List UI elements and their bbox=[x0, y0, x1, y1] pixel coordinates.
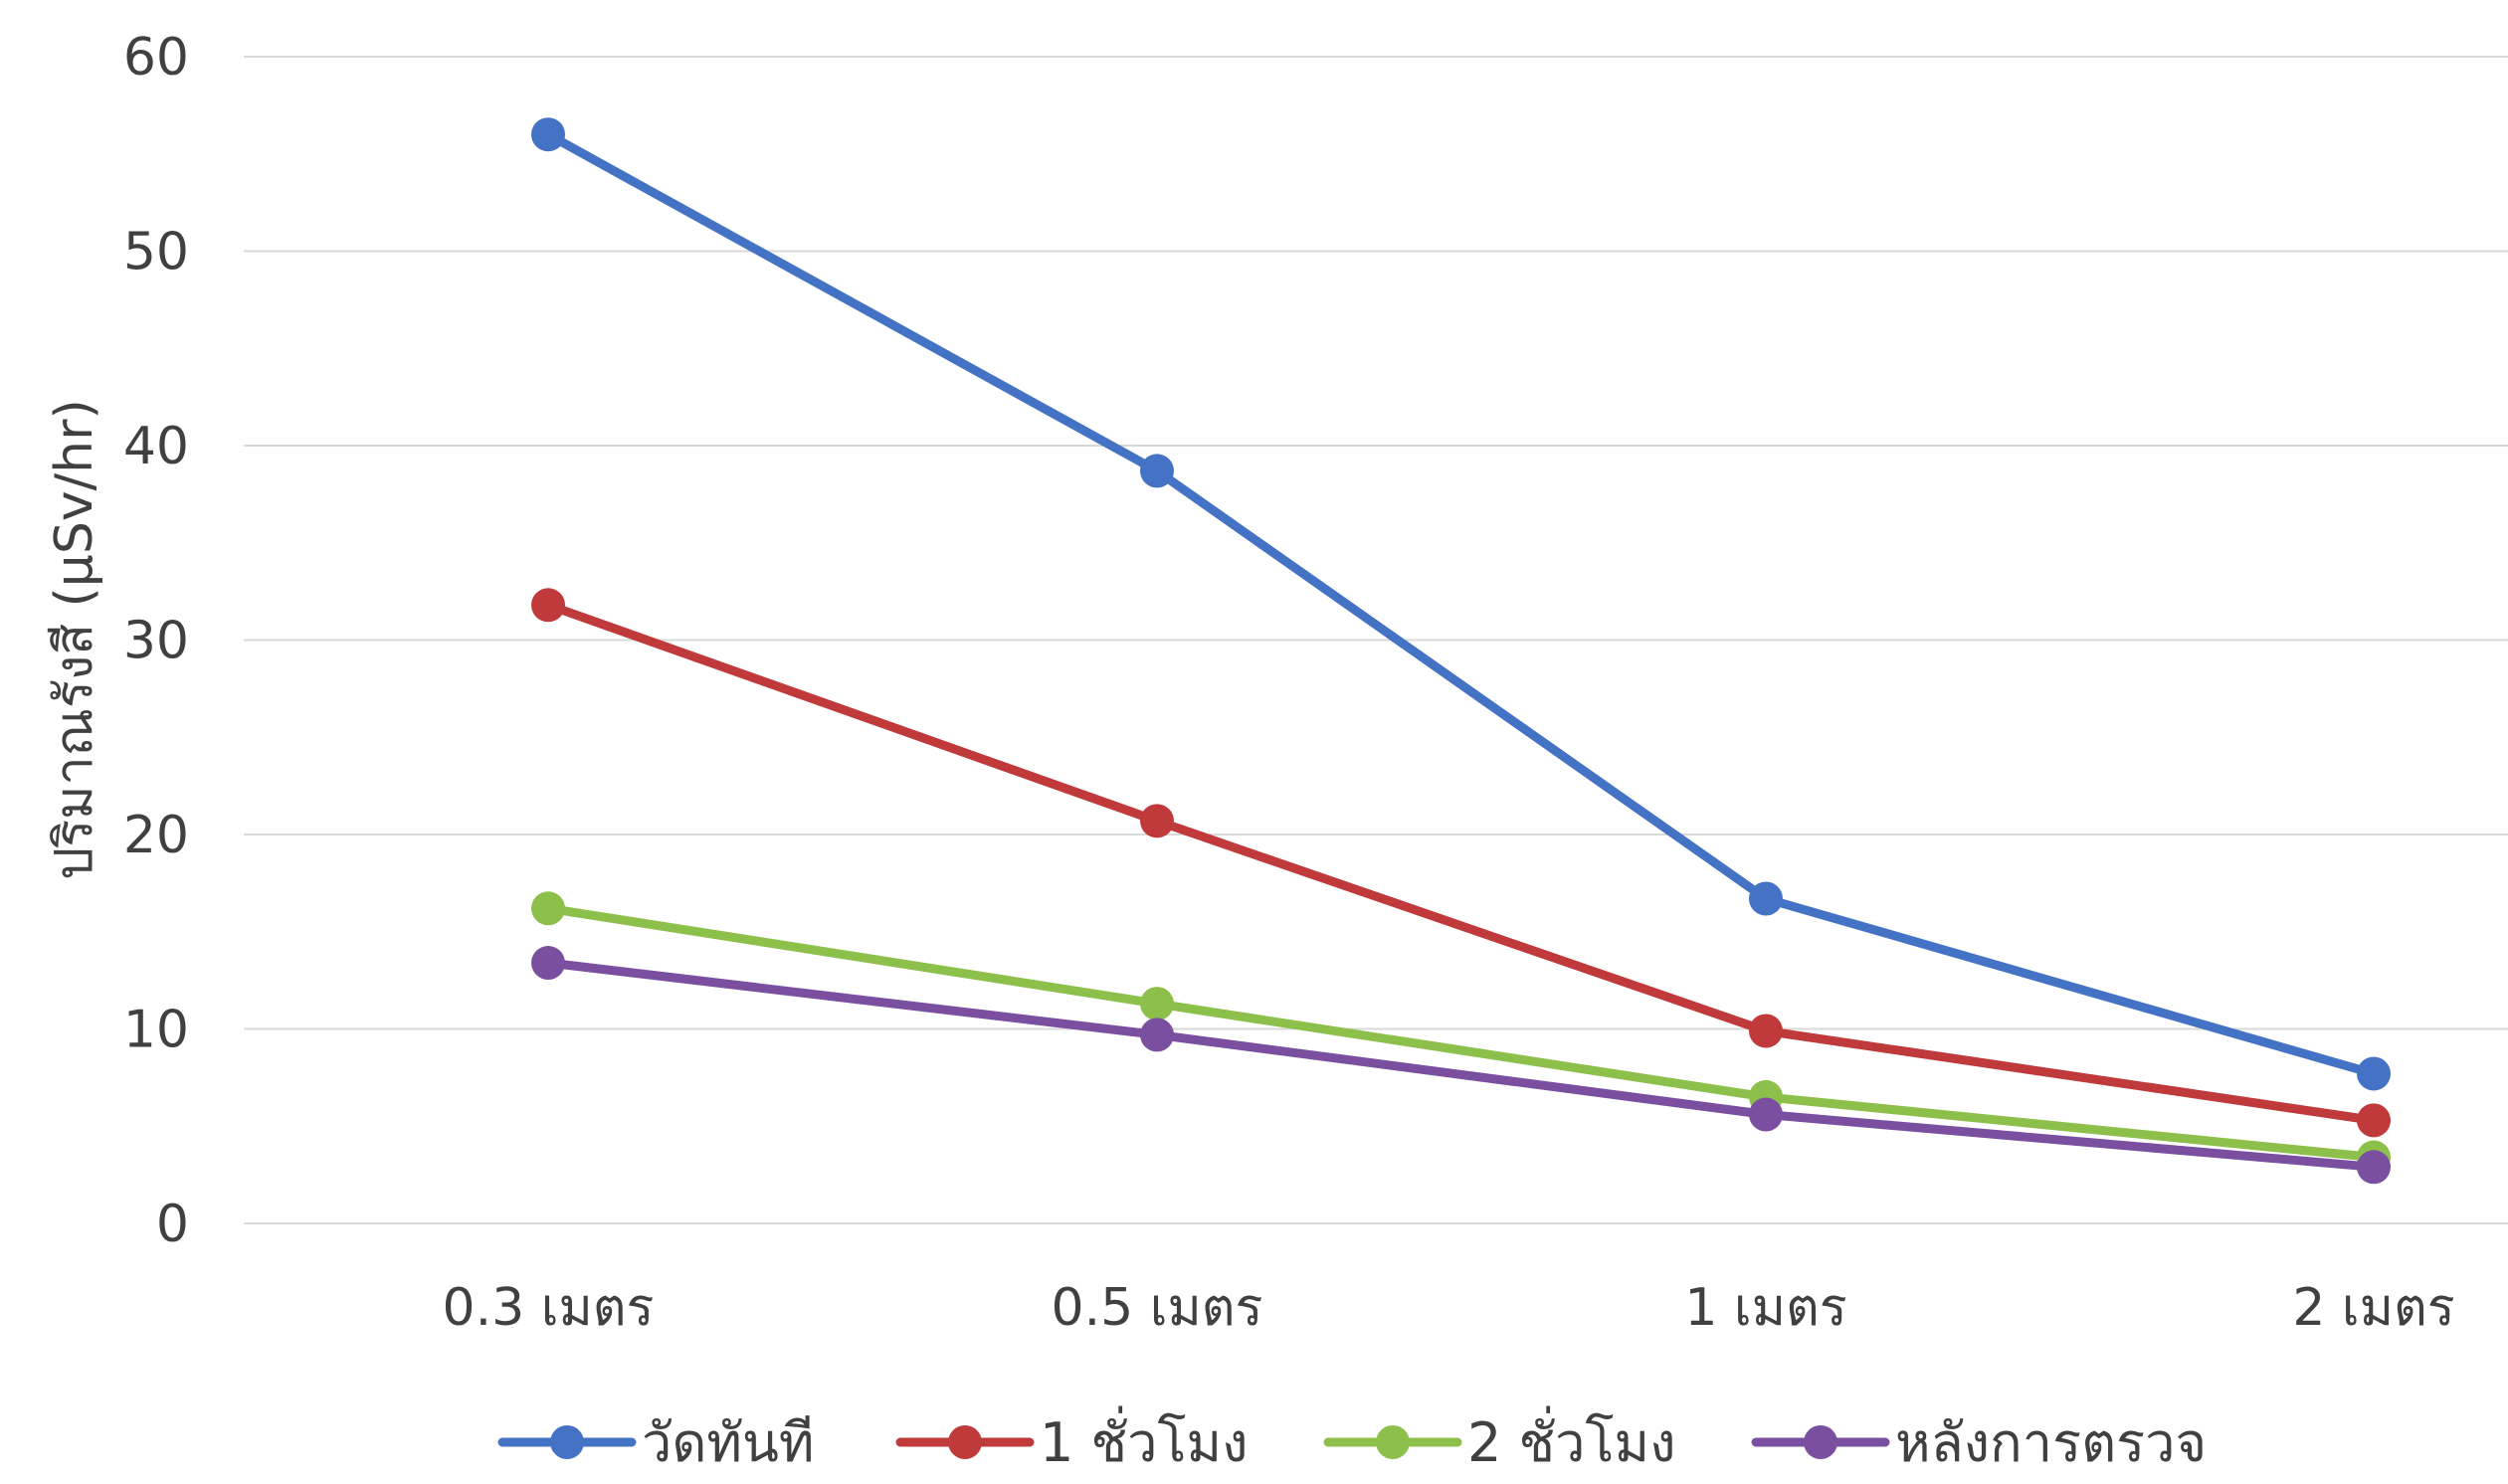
x-axis-ticks: 0.3 เมตร 0.5 เมตร 1 เมตร 2 เมตร bbox=[443, 1278, 2455, 1338]
y-tick-label: 20 bbox=[123, 806, 189, 865]
legend-item: 1 ชั่วโมง bbox=[895, 1405, 1248, 1474]
x-tick-label: 2 เมตร bbox=[2292, 1278, 2454, 1338]
y-axis-ticks: 0 10 20 30 40 50 60 bbox=[123, 28, 189, 1254]
series-line bbox=[543, 129, 2379, 1078]
legend-swatch-marker bbox=[1376, 1425, 1410, 1459]
x-tick-label: 0.5 เมตร bbox=[1052, 1278, 1263, 1338]
legend-label: วัดทันที bbox=[642, 1411, 815, 1474]
data-point bbox=[2357, 1150, 2391, 1185]
series-2 bbox=[531, 588, 2391, 1138]
x-tick-label: 1 เมตร bbox=[1684, 1278, 1846, 1338]
legend-label: 1 ชั่วโมง bbox=[1040, 1405, 1248, 1474]
series-line bbox=[543, 600, 2379, 1125]
series-line bbox=[543, 903, 2379, 1163]
data-point bbox=[1749, 881, 1783, 916]
data-point bbox=[1749, 1097, 1783, 1132]
series-1 bbox=[531, 117, 2391, 1091]
data-point bbox=[1140, 804, 1174, 838]
legend-swatch-marker bbox=[1804, 1425, 1837, 1459]
gridlines bbox=[244, 56, 2508, 1224]
legend-item: วัดทันที bbox=[497, 1411, 815, 1474]
series-3 bbox=[531, 891, 2391, 1175]
legend-label: 2 ชั่วโมง bbox=[1467, 1405, 1675, 1474]
y-tick-label: 0 bbox=[156, 1195, 189, 1254]
y-axis-title: ปริมาณรังสี (µSv/hr) bbox=[45, 399, 104, 880]
legend-swatch-marker bbox=[948, 1425, 982, 1459]
series-lines bbox=[531, 117, 2391, 1185]
data-point bbox=[1140, 987, 1174, 1021]
data-point bbox=[531, 117, 565, 152]
legend-label: หลังการตรวจ bbox=[1895, 1411, 2207, 1474]
y-tick-label: 40 bbox=[123, 417, 189, 476]
data-point bbox=[1749, 1014, 1783, 1048]
legend-swatch-marker bbox=[550, 1425, 584, 1459]
data-point bbox=[531, 891, 565, 926]
x-tick-label: 0.3 เมตร bbox=[443, 1278, 655, 1338]
data-point bbox=[2357, 1056, 2391, 1091]
data-point bbox=[2357, 1103, 2391, 1138]
y-tick-label: 10 bbox=[123, 1001, 189, 1060]
legend-item: 2 ชั่วโมง bbox=[1323, 1405, 1675, 1474]
y-tick-label: 50 bbox=[123, 223, 189, 282]
y-tick-label: 30 bbox=[123, 612, 189, 671]
y-tick-label: 60 bbox=[123, 28, 189, 88]
series-line bbox=[543, 958, 2379, 1172]
legend: วัดทันที 1 ชั่วโมง 2 ชั่วโมง หลังการตรวจ bbox=[497, 1405, 2207, 1474]
data-point bbox=[531, 946, 565, 981]
legend-item: หลังการตรวจ bbox=[1751, 1411, 2207, 1474]
series-4 bbox=[531, 946, 2391, 1185]
data-point bbox=[1140, 1018, 1174, 1052]
data-point bbox=[531, 588, 565, 623]
data-point bbox=[1140, 454, 1174, 488]
